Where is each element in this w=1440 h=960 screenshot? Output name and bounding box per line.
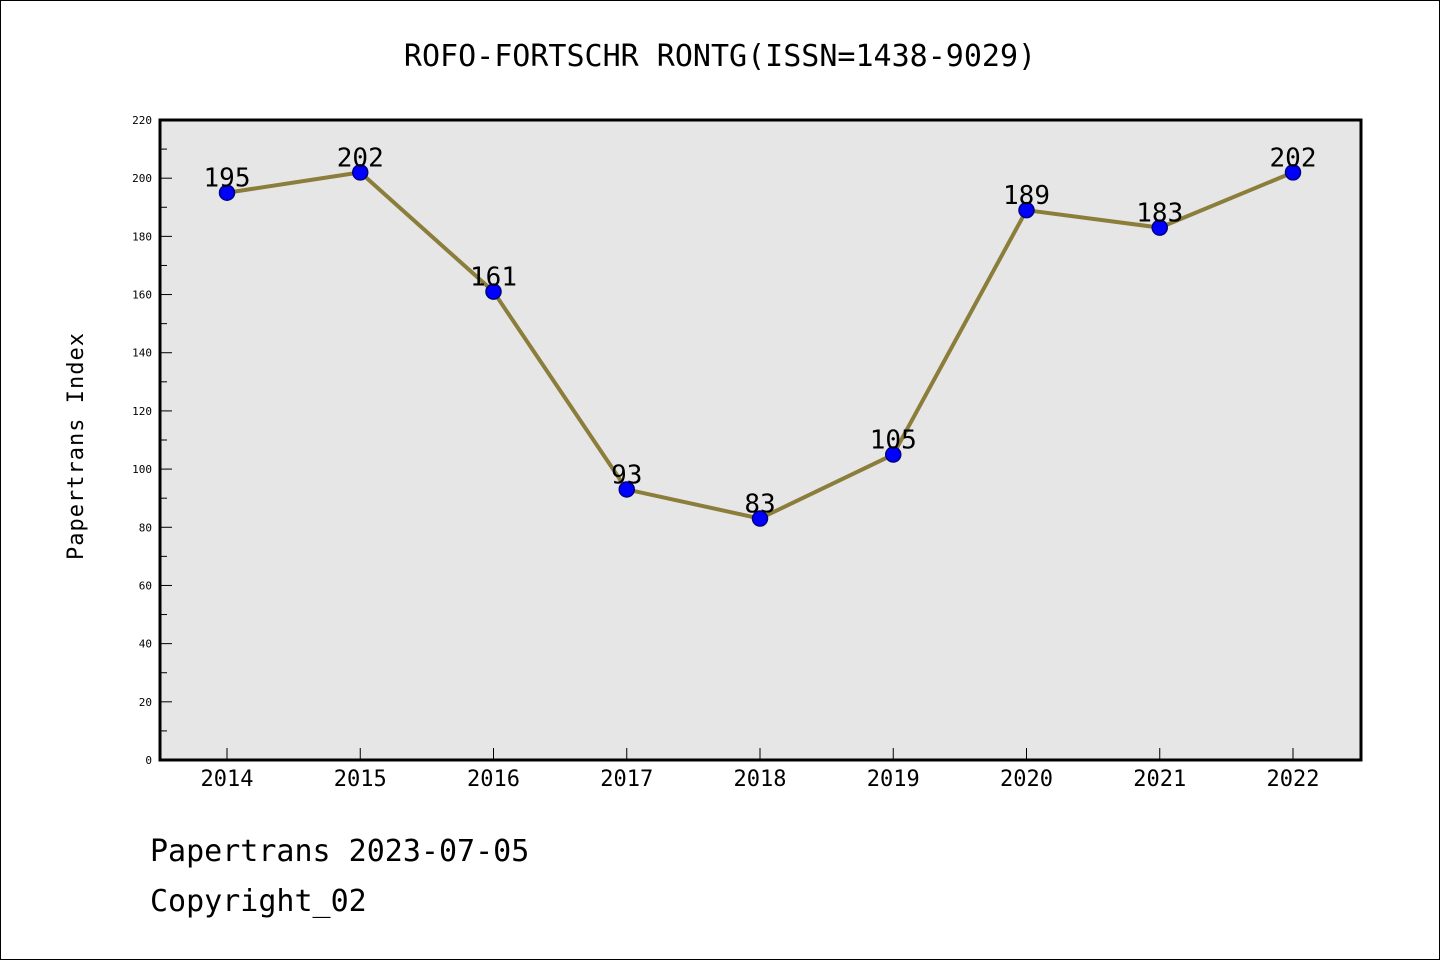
x-tick-label: 2018: [734, 767, 787, 792]
data-point: [618, 481, 635, 498]
data-point: [885, 446, 902, 463]
data-label: 202: [1270, 143, 1317, 173]
data-point: [218, 184, 236, 201]
footer-date: Papertrans 2023-07-05: [150, 834, 530, 869]
y-tick-label: 200: [132, 172, 152, 185]
data-label: 93: [611, 460, 642, 490]
data-point: [1151, 219, 1168, 236]
y-tick-label: 0: [145, 754, 152, 767]
data-label: 189: [1003, 181, 1050, 211]
data-point: [751, 510, 769, 527]
y-tick-label: 180: [132, 230, 152, 243]
data-label: 83: [744, 490, 775, 520]
data-point: [1284, 164, 1302, 181]
data-label: 161: [470, 263, 517, 293]
y-tick-label: 20: [139, 696, 152, 709]
y-tick-label: 100: [132, 463, 152, 476]
y-axis-label: Papertrans Index: [64, 332, 89, 560]
chart-title: ROFO-FORTSCHR RONTG(ISSN=1438-9029): [404, 39, 1036, 74]
y-axis: 0 20 40 60 80 100 120 140 160 180 200 220: [132, 114, 172, 767]
x-tick-label: 2022: [1267, 767, 1320, 792]
data-label: 195: [204, 164, 251, 194]
y-tick-label: 120: [132, 405, 152, 418]
data-labels: 195 202 161 93 83 105 189 183 202: [204, 143, 1317, 519]
y-tick-label: 80: [139, 521, 152, 534]
y-tick-label: 40: [139, 638, 152, 651]
data-label: 183: [1136, 199, 1183, 229]
y-tick-label: 220: [132, 114, 152, 127]
footer-copyright: Copyright_02: [150, 884, 367, 919]
x-tick-label: 2015: [334, 767, 387, 792]
x-tick-label: 2020: [1000, 767, 1053, 792]
x-tick-label: 2019: [867, 767, 920, 792]
x-tick-label: 2021: [1133, 767, 1186, 792]
y-tick-label: 160: [132, 289, 152, 302]
data-label: 105: [870, 426, 917, 456]
y-tick-label: 60: [139, 579, 152, 592]
data-point: [1018, 201, 1035, 219]
x-axis: 2014 2015 2016 2017 2018 2019 2020 2021 2022: [201, 748, 1320, 792]
x-tick-label: 2016: [467, 767, 520, 792]
y-tick-label: 140: [132, 347, 152, 360]
data-point: [352, 164, 369, 181]
data-point: [485, 283, 502, 300]
x-tick-label: 2014: [201, 767, 254, 792]
data-label: 202: [337, 143, 384, 173]
data-points: [218, 164, 1302, 527]
x-tick-label: 2017: [600, 767, 653, 792]
